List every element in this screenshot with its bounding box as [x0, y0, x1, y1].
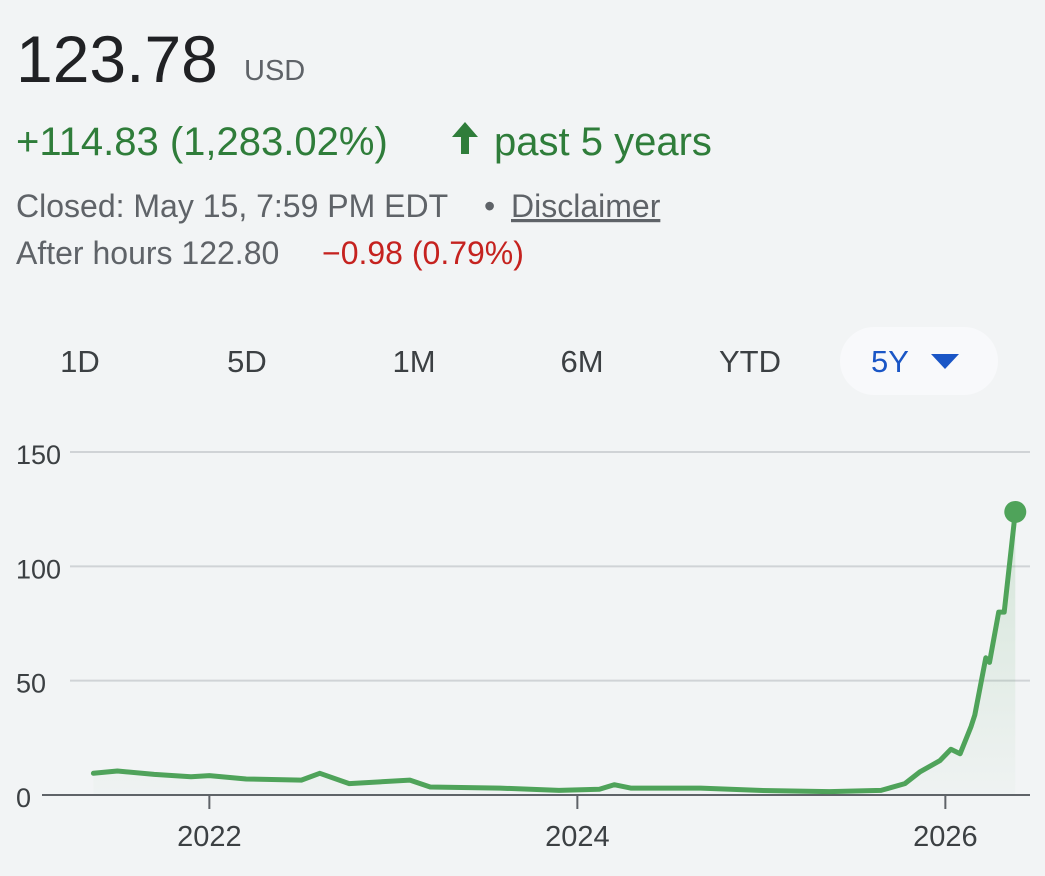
change: +114.83 (1,283.02%)	[16, 120, 388, 164]
separator: •	[484, 188, 495, 224]
y-tick-label: 50	[16, 669, 46, 699]
price: 123.78	[16, 22, 218, 96]
y-tick-label: 150	[16, 440, 61, 470]
range-tab[interactable]: 5Y	[871, 344, 909, 379]
after-hours: After hours 122.80	[16, 235, 279, 271]
after-change: −0.98 (0.79%)	[322, 235, 524, 271]
x-tick-label: 2022	[177, 821, 242, 853]
currency: USD	[244, 55, 305, 87]
disclaimer-link[interactable]: Disclaimer	[511, 188, 661, 224]
y-tick-label: 100	[16, 554, 61, 584]
selected-range-pill	[840, 327, 998, 395]
range-tab[interactable]: 5D	[227, 344, 267, 379]
range-tab[interactable]: 1D	[60, 344, 100, 379]
closed-time: Closed: May 15, 7:59 PM EDT	[16, 188, 448, 224]
x-tick-label: 2024	[545, 821, 610, 853]
range-tab[interactable]: YTD	[719, 344, 781, 379]
y-tick-label: 0	[16, 783, 31, 813]
dropdown-arrow[interactable]	[931, 354, 959, 369]
price-line	[90, 509, 1018, 795]
last-point	[1004, 500, 1027, 523]
period: past 5 years	[494, 120, 712, 164]
range-tab[interactable]: 1M	[392, 344, 435, 379]
range-tab[interactable]: 6M	[560, 344, 603, 379]
up-arrow	[452, 122, 478, 154]
x-tick-label: 2026	[913, 821, 978, 853]
